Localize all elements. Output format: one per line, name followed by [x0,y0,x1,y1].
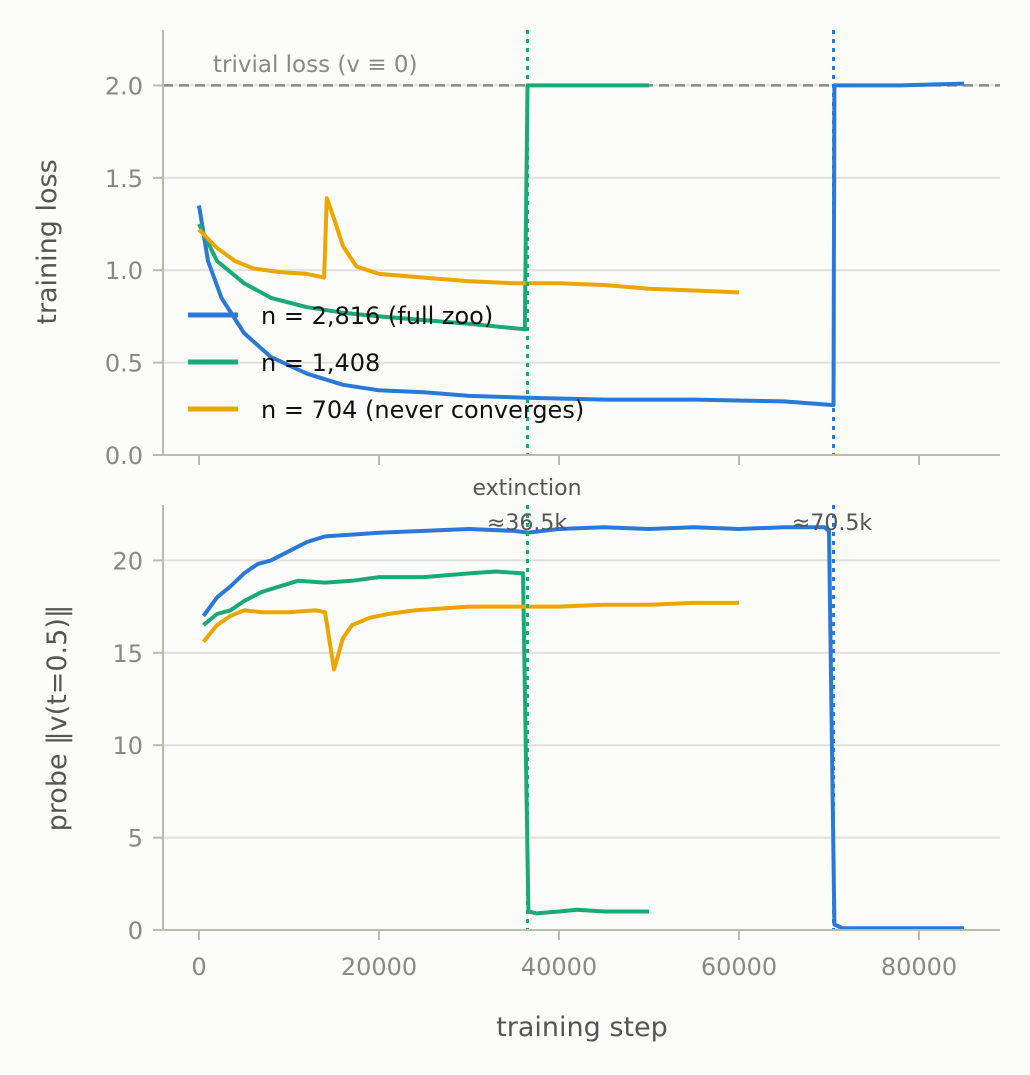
extinction-annotation: extinction [472,476,581,501]
probe-axes [162,505,1000,931]
series-line-2 [201,600,739,672]
series-line-0 [201,525,964,931]
x-tick-label: 20000 [341,953,417,981]
loss-y-ticks: 0.0 0.5 1.0 1.5 2.0 [105,72,163,470]
y-tick-label: 0.5 [105,350,143,378]
probe-grid [163,559,1000,839]
legend: n = 2,816 (full zoo) n = 1,408 n = 704 (ne… [188,302,584,424]
extinction-annotation-70k: ≈70.5k [792,511,872,536]
loss-axes [162,30,1000,465]
legend-label-0: n = 2,816 (full zoo) [261,302,493,330]
legend-label-1: n = 1,408 [261,349,380,377]
y-tick-label: 10 [112,732,143,760]
probe-y-axis-label: probe ‖v(t=0.5)‖ [42,605,73,832]
series-line-2 [197,196,740,295]
x-tick-label: 80000 [881,953,957,981]
series-line-1 [202,569,649,916]
extinction-annotation-36k: ≈36.5k [487,511,567,536]
y-tick-label: 1.0 [105,257,143,285]
loss-extinction-lines [526,30,835,455]
loss-y-axis-label: training loss [32,159,63,324]
y-tick-label: 15 [112,640,143,668]
y-tick-label: 2.0 [105,72,143,100]
trivial-loss-label: trivial loss (v ≡ 0) [213,52,417,78]
x-axis-label: training step [496,1012,668,1043]
legend-label-2: n = 704 (never converges) [261,396,584,424]
y-tick-label: 0.0 [105,442,143,470]
y-tick-label: 1.5 [105,165,143,193]
series-line-1 [197,83,649,332]
x-tick-label: 0 [191,953,206,981]
probe-series [201,525,964,931]
probe-y-ticks: 0 5 10 15 20 [112,547,163,945]
probe-extinction-lines [526,505,835,930]
x-tick-label: 40000 [521,953,597,981]
y-tick-label: 20 [112,547,143,575]
loss-panel: 0.0 0.5 1.0 1.5 2.0 training loss trivial lo… [32,30,1000,470]
y-tick-label: 0 [128,917,143,945]
probe-panel: 0 5 10 15 20 0 20000 40000 60000 80000 probe ‖v(… [42,476,1000,1043]
x-tick-label: 60000 [701,953,777,981]
y-tick-label: 5 [128,825,143,853]
probe-x-ticks: 0 20000 40000 60000 80000 [191,930,957,981]
